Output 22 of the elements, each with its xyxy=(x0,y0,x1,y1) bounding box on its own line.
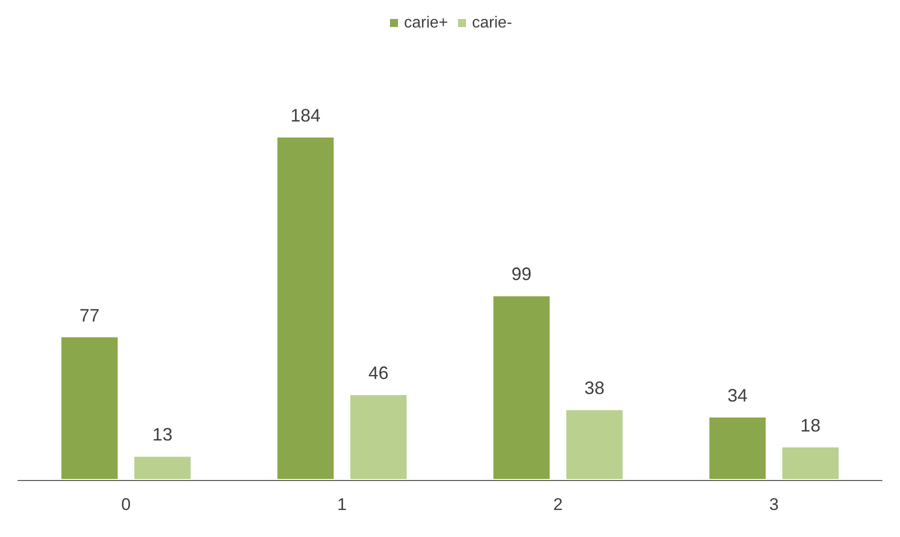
bar xyxy=(708,416,767,480)
data-label: 184 xyxy=(290,106,321,126)
bar xyxy=(781,446,840,480)
data-label: 77 xyxy=(80,305,100,326)
x-tick-label: 2 xyxy=(553,495,563,514)
bar xyxy=(565,409,624,480)
data-label: 34 xyxy=(728,386,748,406)
x-tick-label: 0 xyxy=(121,495,131,514)
data-label: 99 xyxy=(512,264,532,284)
data-label: 38 xyxy=(584,378,604,398)
legend-label: carie- xyxy=(472,14,512,32)
x-tick-label: 1 xyxy=(337,495,347,514)
data-label: 18 xyxy=(800,415,820,436)
data-label: 13 xyxy=(152,424,172,445)
x-tick-label: 3 xyxy=(769,495,779,514)
legend-label: carie+ xyxy=(404,14,448,32)
bar xyxy=(60,336,119,480)
bar xyxy=(349,394,408,480)
data-label: 46 xyxy=(368,363,388,384)
bar xyxy=(492,295,551,480)
bar xyxy=(133,456,192,480)
bar xyxy=(276,136,335,480)
